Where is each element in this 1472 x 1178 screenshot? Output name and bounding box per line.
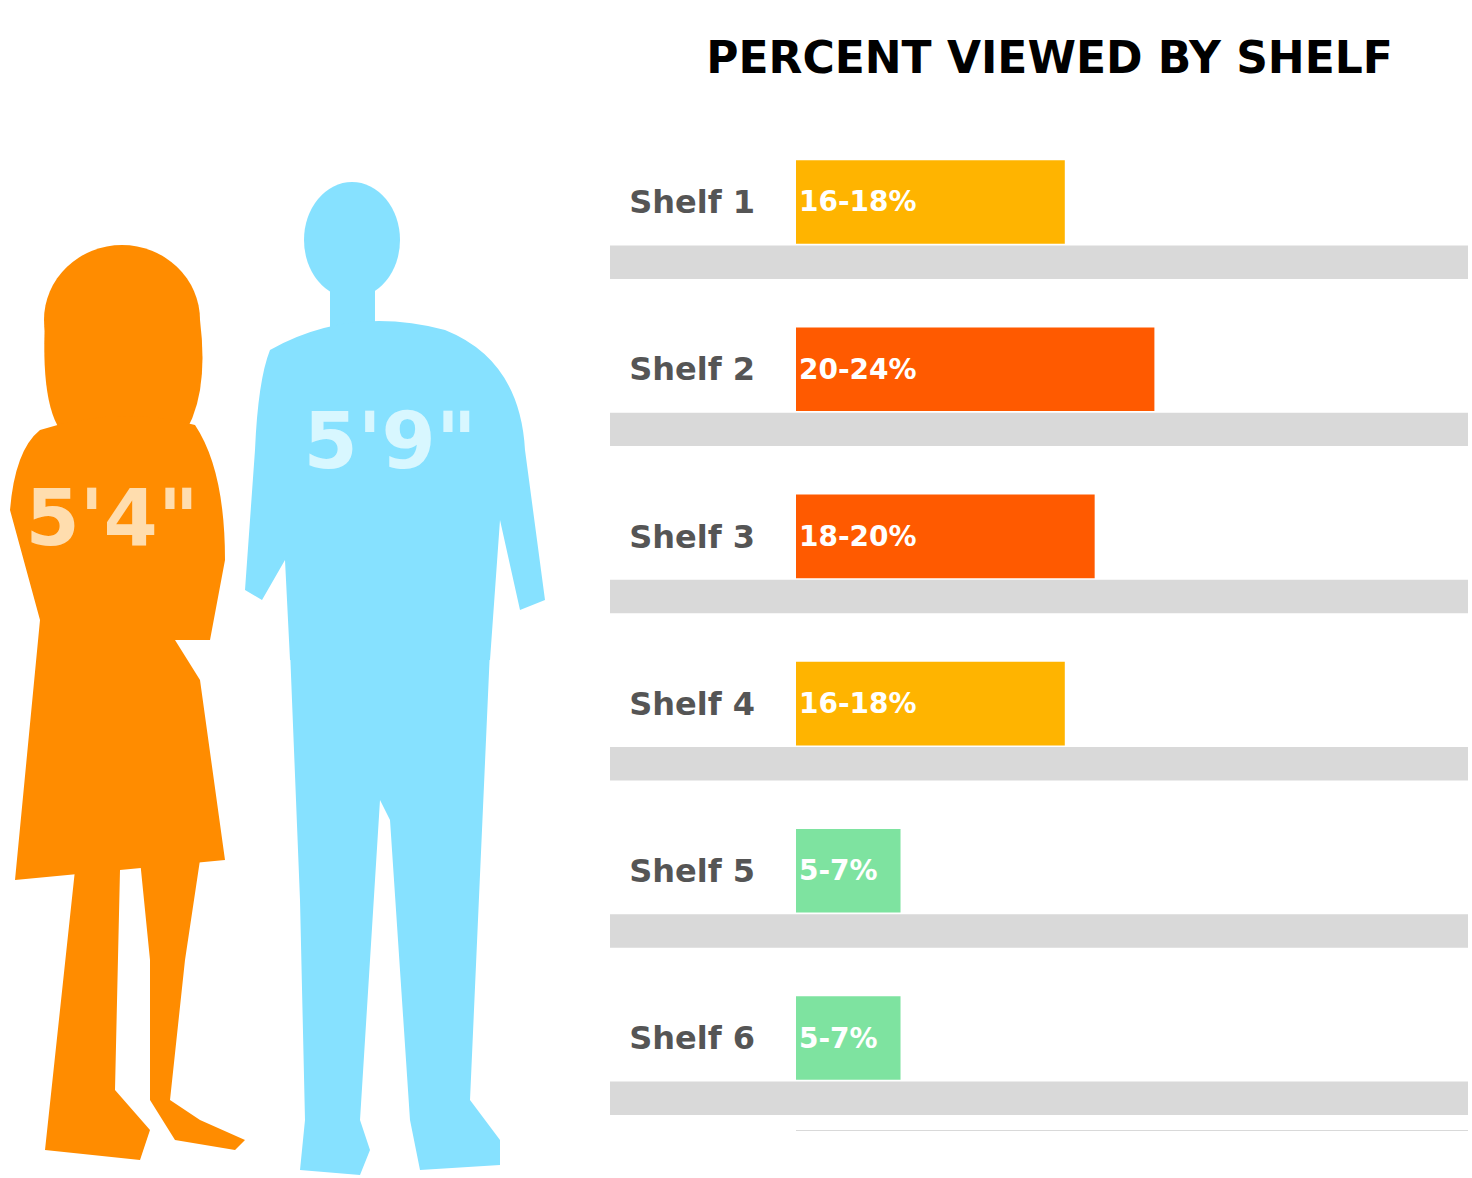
- svg-text:18-20%: 18-20%: [799, 520, 917, 553]
- svg-text:Shelf 3: Shelf 3: [629, 518, 755, 556]
- svg-text:16-18%: 16-18%: [799, 185, 917, 218]
- svg-text:5'9": 5'9": [303, 396, 476, 486]
- svg-text:Shelf 6: Shelf 6: [629, 1019, 755, 1057]
- svg-text:5-7%: 5-7%: [799, 1022, 878, 1055]
- svg-text:Shelf 5: Shelf 5: [629, 852, 755, 890]
- svg-text:Shelf 1: Shelf 1: [629, 183, 755, 221]
- svg-text:Shelf 2: Shelf 2: [629, 350, 755, 388]
- svg-text:Shelf 4: Shelf 4: [629, 685, 755, 723]
- svg-text:20-24%: 20-24%: [799, 353, 917, 386]
- svg-text:16-18%: 16-18%: [799, 687, 917, 720]
- svg-text:5-7%: 5-7%: [799, 854, 878, 887]
- svg-text:5'4": 5'4": [25, 473, 198, 563]
- svg-text:PERCENT VIEWED BY SHELF: PERCENT VIEWED BY SHELF: [706, 32, 1393, 83]
